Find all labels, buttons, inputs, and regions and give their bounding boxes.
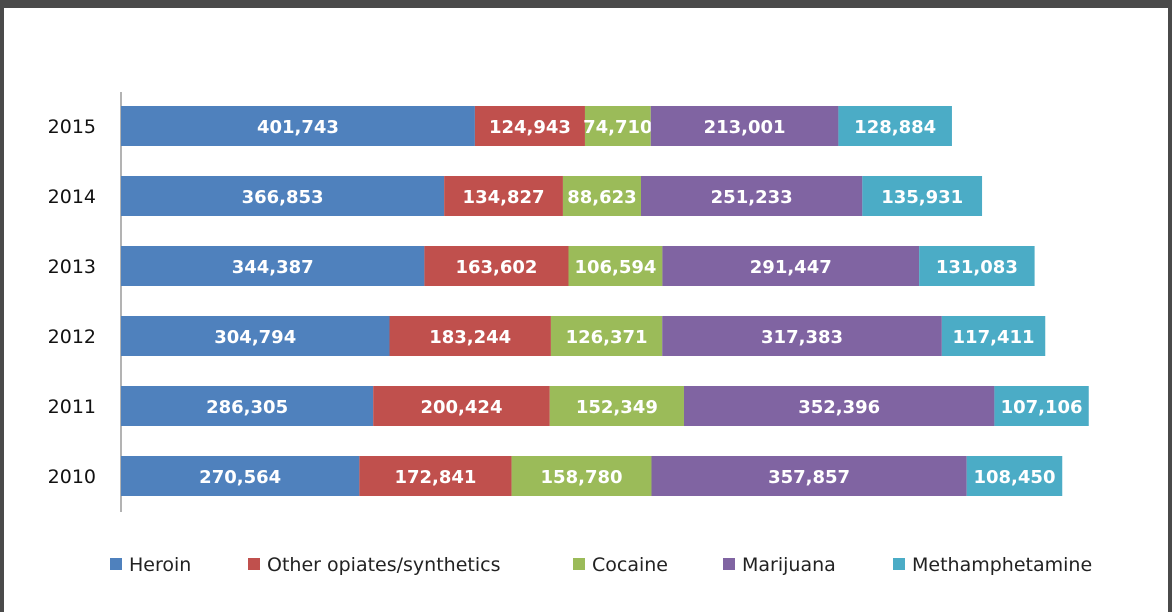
category-label-2015: 2015 <box>48 116 96 138</box>
bar-2013-methamphetamine <box>919 246 1035 286</box>
data-label-2011-2: 152,349 <box>576 397 658 418</box>
bar-2014-heroin <box>121 176 445 216</box>
data-label-2014-3: 251,233 <box>711 187 793 208</box>
data-label-2015-0: 401,743 <box>257 117 339 138</box>
data-label-2014-0: 366,853 <box>242 187 324 208</box>
legend-swatch-3 <box>723 558 735 570</box>
data-label-2014-1: 134,827 <box>463 187 545 208</box>
category-labels: 2015 2014 2013 2012 2011 2010 <box>48 116 96 488</box>
bar-2014-methamphetamine <box>862 176 983 216</box>
bar-2012-methamphetamine <box>941 316 1046 356</box>
bar-2015-marijuana <box>650 106 839 146</box>
bar-2010-methamphetamine <box>966 456 1063 496</box>
legend-swatch-4 <box>893 558 905 570</box>
data-label-2013-3: 291,447 <box>750 257 832 278</box>
data-label-2010-1: 172,841 <box>394 467 476 488</box>
data-label-2013-4: 131,083 <box>936 257 1018 278</box>
legend-swatch-1 <box>248 558 260 570</box>
bar-2012-heroin <box>121 316 390 356</box>
bar-2011-other-opiates-synthetics <box>373 386 550 426</box>
data-label-2013-2: 106,594 <box>574 257 656 278</box>
bar-2010-cocaine <box>511 456 652 496</box>
bar-2013-cocaine <box>568 246 663 286</box>
bar-2012-marijuana <box>662 316 942 356</box>
data-label-2011-0: 286,305 <box>206 397 288 418</box>
legend-label-3: Marijuana <box>742 554 836 576</box>
category-label-2010: 2010 <box>48 466 96 488</box>
data-label-2013-0: 344,387 <box>232 257 314 278</box>
data-label-2012-4: 117,411 <box>953 327 1035 348</box>
bar-2011-methamphetamine <box>994 386 1089 426</box>
data-label-2011-1: 200,424 <box>420 397 502 418</box>
legend-label-1: Other opiates/synthetics <box>267 554 500 576</box>
data-label-2015-1: 124,943 <box>489 117 571 138</box>
data-label-2010-0: 270,564 <box>199 467 281 488</box>
bar-2014-cocaine <box>562 176 642 216</box>
category-label-2013: 2013 <box>48 256 96 278</box>
data-label-2012-3: 317,383 <box>761 327 843 348</box>
bar-2015-methamphetamine <box>838 106 952 146</box>
category-label-2011: 2011 <box>48 396 96 418</box>
legend-label-4: Methamphetamine <box>912 554 1092 576</box>
data-label-2012-1: 183,244 <box>429 327 511 348</box>
bar-2011-marijuana <box>683 386 995 426</box>
data-label-2013-1: 163,602 <box>455 257 537 278</box>
data-label-2010-3: 357,857 <box>768 467 850 488</box>
data-label-2010-2: 158,780 <box>541 467 623 488</box>
legend-swatch-2 <box>573 558 585 570</box>
legend-label-0: Heroin <box>129 554 191 576</box>
bar-2013-marijuana <box>662 246 920 286</box>
bar-2011-heroin <box>121 386 374 426</box>
bar-2015-heroin <box>121 106 475 146</box>
data-label-2011-4: 107,106 <box>1001 397 1083 418</box>
data-label-2015-2: 74,710 <box>583 117 652 138</box>
legend-swatch-0 <box>110 558 122 570</box>
bar-2015-cocaine <box>584 106 651 146</box>
data-label-2015-4: 128,884 <box>854 117 936 138</box>
category-label-2012: 2012 <box>48 326 96 348</box>
bar-2015-other-opiates-synthetics <box>474 106 585 146</box>
data-label-2011-3: 352,396 <box>798 397 880 418</box>
bar-2012-cocaine <box>550 316 663 356</box>
data-label-2012-2: 126,371 <box>566 327 648 348</box>
data-label-2015-3: 213,001 <box>704 117 786 138</box>
bar-2014-other-opiates-synthetics <box>444 176 563 216</box>
data-label-2010-4: 108,450 <box>973 467 1055 488</box>
bar-2013-other-opiates-synthetics <box>424 246 569 286</box>
data-label-2012-0: 304,794 <box>214 327 296 348</box>
data-label-2014-4: 135,931 <box>881 187 963 208</box>
legend-label-2: Cocaine <box>592 554 668 576</box>
data-label-2014-2: 88,623 <box>567 187 636 208</box>
bar-2010-other-opiates-synthetics <box>359 456 512 496</box>
bar-2012-other-opiates-synthetics <box>389 316 551 356</box>
category-label-2014: 2014 <box>48 186 96 208</box>
bar-2010-marijuana <box>651 456 967 496</box>
bar-2013-heroin <box>121 246 425 286</box>
legend: Heroin Other opiates/synthetics Cocaine Mar… <box>110 554 1092 576</box>
bars-group: 401,743 124,943 74,710 213,001 128,884 366,85… <box>121 106 1089 496</box>
bar-2010-heroin <box>121 456 360 496</box>
bar-2014-marijuana <box>641 176 863 216</box>
bar-2011-cocaine <box>549 386 684 426</box>
